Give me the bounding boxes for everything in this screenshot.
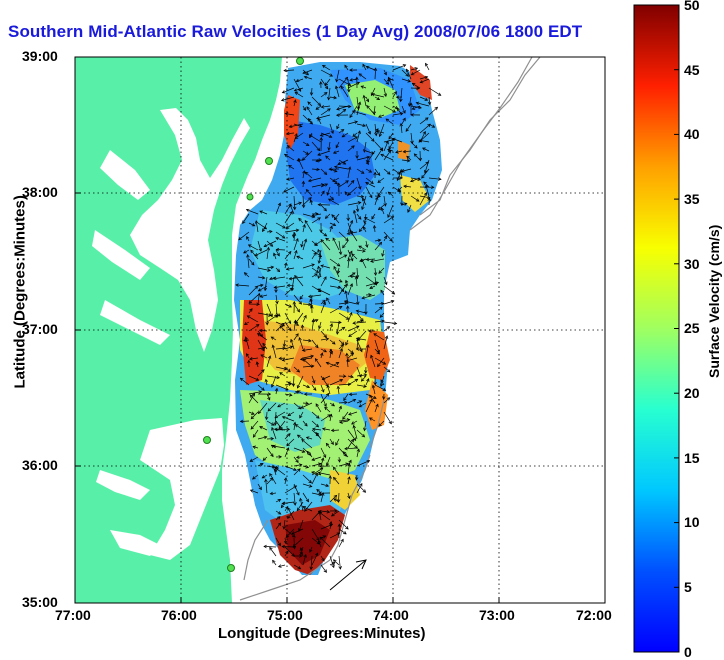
colorbar-tick-label: 15	[684, 450, 700, 466]
colorbar-tick-label: 35	[684, 191, 700, 207]
velocity-arrow	[294, 538, 295, 549]
station-marker	[247, 194, 253, 200]
colorbar-tick-label: 45	[684, 62, 700, 78]
colorbar-tick-label: 50	[684, 0, 700, 13]
y-tick-label: 39:00	[22, 48, 58, 64]
colorbar-tick-label: 30	[684, 256, 700, 272]
colorbar-tick-label: 25	[684, 320, 700, 336]
x-tick-label: 77:00	[55, 607, 91, 623]
colorbar-tick-label: 5	[684, 579, 692, 595]
velocity-arrow	[330, 322, 341, 323]
velocity-arrow	[375, 304, 384, 305]
y-axis-label: Latitude (Degrees:Minutes)	[12, 229, 29, 389]
x-tick-label: 74:00	[373, 607, 409, 623]
station-marker	[204, 437, 211, 444]
velocity-arrow	[339, 493, 340, 502]
colorbar-tick-label: 20	[684, 385, 700, 401]
x-tick-label: 75:00	[267, 607, 303, 623]
y-tick-label: 35:00	[22, 594, 58, 610]
station-marker	[297, 58, 304, 65]
x-tick-label: 73:00	[479, 607, 515, 623]
colorbar-label: Surface Velocity (cm/s)	[706, 218, 722, 378]
colorbar	[634, 5, 679, 652]
colorbar-tick-label: 40	[684, 126, 700, 142]
station-marker	[266, 158, 273, 165]
y-tick-label: 36:00	[22, 457, 58, 473]
velocity-arrow	[282, 547, 294, 548]
x-tick-label: 72:00	[576, 607, 612, 623]
x-tick-label: 76:00	[161, 607, 197, 623]
x-axis-label: Longitude (Degrees:Minutes)	[218, 625, 426, 642]
colorbar-tick-label: 10	[684, 514, 700, 530]
colorbar-tick-label: 0	[684, 644, 692, 660]
station-marker	[228, 565, 235, 572]
